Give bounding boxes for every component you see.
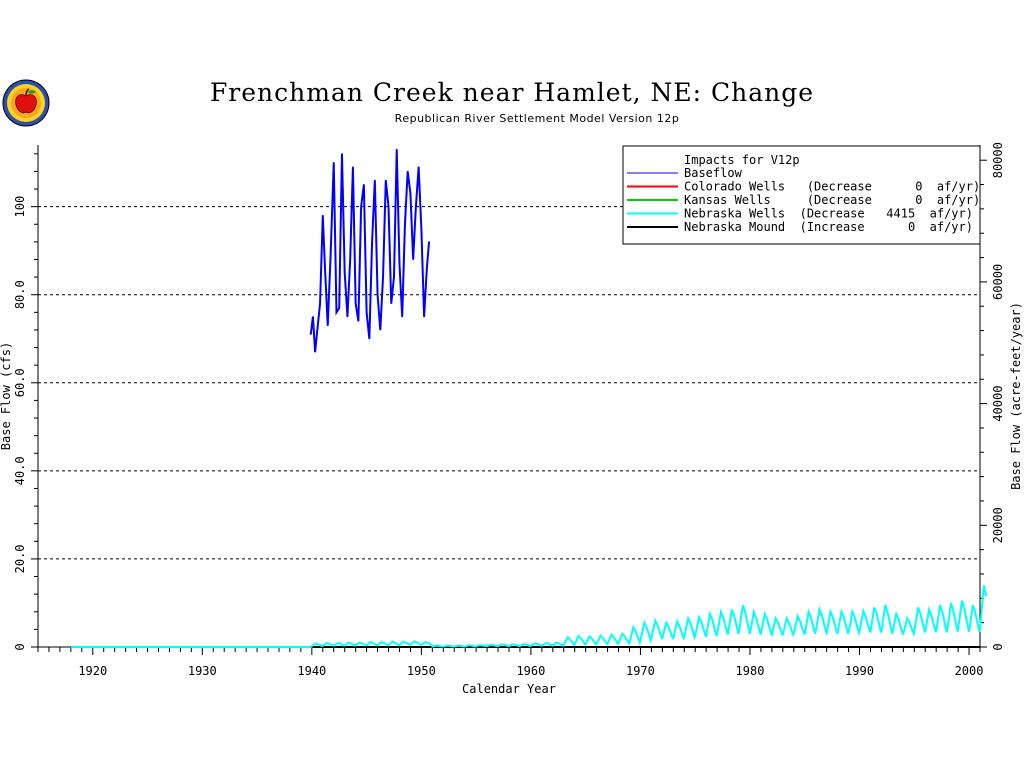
baseflow-point: [333, 162, 335, 164]
y-tick-label: 100: [13, 196, 27, 218]
legend-label: Nebraska Mound (Increase 0 af/yr): [684, 220, 973, 234]
baseflow-point: [404, 223, 406, 225]
baseflow-point: [423, 316, 425, 318]
y2-tick-label: 80000: [991, 142, 1005, 178]
y-tick-label: 20.0: [13, 544, 27, 573]
x-tick-label: 1950: [407, 664, 436, 678]
x-tick-label: 2000: [955, 664, 984, 678]
baseflow-point: [393, 276, 395, 278]
baseflow-point: [314, 351, 316, 353]
y-tick-label: 40.0: [13, 456, 27, 485]
x-tick-label: 1970: [626, 664, 655, 678]
baseflow-point: [415, 206, 417, 208]
baseflow-point: [355, 302, 357, 305]
legend-label: Baseflow: [684, 166, 743, 180]
baseflow-point: [371, 241, 373, 243]
baseflow-point: [363, 184, 365, 186]
baseflow-point: [428, 241, 430, 243]
y2-axis-label: Base Flow (acre-feet/year): [1009, 302, 1023, 490]
baseflow-point: [338, 307, 340, 309]
baseflow-point: [385, 179, 387, 181]
y-tick-label: 80.0: [13, 280, 27, 309]
baseflow-point: [329, 258, 332, 261]
baseflow-point: [312, 316, 314, 318]
x-tick-label: 1980: [736, 664, 765, 678]
legend-label: Nebraska Wells (Decrease 4415 af/yr): [684, 207, 973, 221]
baseflow-point: [344, 272, 346, 274]
baseflow-point: [418, 166, 420, 168]
baseflow-point: [407, 170, 409, 173]
x-axis-label: Calendar Year: [462, 682, 556, 696]
baseflow-point: [310, 333, 312, 335]
baseflow-point: [368, 338, 370, 340]
baseflow-point: [327, 324, 329, 327]
baseflow-point: [366, 311, 368, 313]
baseflow-point: [357, 320, 359, 322]
y-tick-label: 0: [13, 643, 27, 650]
baseflow-point: [346, 316, 349, 318]
x-tick-label: 1940: [297, 664, 326, 678]
apple-logo-icon: [2, 79, 50, 127]
x-tick-label: 1930: [188, 664, 217, 678]
agency-logo: [2, 79, 50, 127]
chart-subtitle: Republican River Settlement Model Versio…: [394, 112, 680, 125]
chart-title: Frenchman Creek near Hamlet, NE: Change: [209, 78, 815, 107]
y2-tick-label: 40000: [991, 386, 1005, 422]
baseflow-point: [349, 258, 351, 261]
baseflow-point: [319, 302, 321, 305]
baseflow-point: [396, 148, 398, 151]
legend-box: [622, 145, 981, 245]
baseflow-point: [360, 206, 362, 208]
baseflow-point: [322, 214, 324, 217]
baseflow-point: [379, 329, 381, 331]
baseflow-point: [412, 258, 414, 261]
baseflow-point: [324, 267, 326, 269]
legend-label: Kansas Wells (Decrease 0 af/yr): [684, 193, 980, 207]
legend-label: Colorado Wells (Decrease 0 af/yr): [684, 180, 980, 194]
baseflow-point: [426, 267, 428, 269]
baseflow-point: [390, 302, 392, 305]
x-tick-label: 1920: [78, 664, 107, 678]
baseflow-point: [409, 192, 412, 195]
y2-tick-label: 0: [991, 643, 1005, 650]
y2-tick-label: 20000: [991, 507, 1005, 543]
series-line-nebraska-wells: [70, 585, 988, 648]
baseflow-point: [387, 206, 390, 208]
series-line-baseflow: [309, 149, 431, 353]
y-axis-label: Base Flow (cfs): [0, 342, 13, 450]
baseflow-point: [398, 263, 401, 265]
x-tick-label: 1990: [845, 664, 874, 678]
baseflow-point: [382, 276, 384, 278]
y-tick-label: 60.0: [13, 368, 27, 397]
baseflow-point: [352, 166, 354, 168]
baseflow-point: [341, 153, 343, 155]
baseflow-point: [376, 294, 379, 296]
baseflow-point: [374, 179, 376, 181]
baseflow-point: [420, 228, 422, 230]
x-tick-label: 1960: [516, 664, 545, 678]
legend-title: Impacts for V12p: [684, 153, 800, 167]
baseflow-point: [316, 329, 318, 331]
baseflow-point: [401, 316, 403, 318]
baseflow-point: [335, 311, 338, 313]
y2-tick-label: 60000: [991, 264, 1005, 300]
